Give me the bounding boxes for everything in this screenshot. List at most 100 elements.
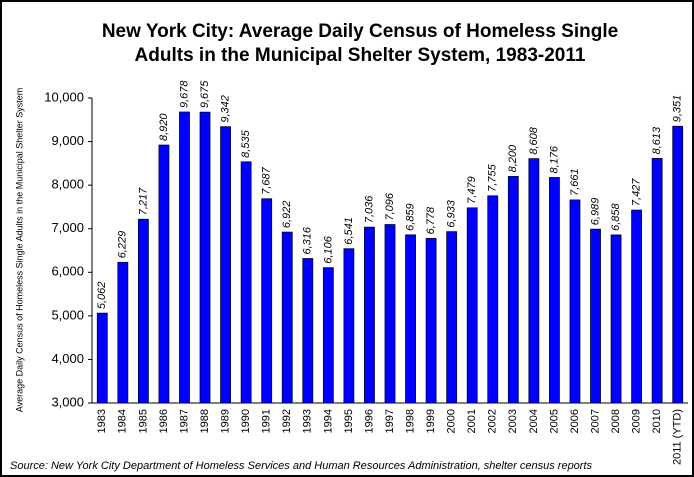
bar (549, 177, 560, 404)
bar (528, 158, 540, 404)
x-tick-label: 1988 (199, 409, 211, 433)
x-tick-label: 2005 (548, 409, 560, 433)
bar (446, 231, 458, 404)
bar (261, 198, 273, 404)
value-label: 7,755 (487, 163, 499, 191)
bar (137, 218, 149, 404)
bar (117, 261, 129, 404)
bar (322, 267, 334, 404)
bar (364, 226, 375, 404)
x-tick-label: 2011 (YTD) (672, 409, 684, 465)
x-tick-label: 1991 (261, 409, 273, 433)
value-label: 8,613 (651, 126, 663, 154)
bar (405, 234, 416, 404)
bar (569, 199, 581, 404)
bar (199, 111, 211, 404)
x-tick-label: 2007 (589, 409, 601, 433)
x-tick-label: 2006 (569, 409, 581, 433)
x-tick-label: 2001 (466, 409, 478, 433)
value-label: 8,608 (528, 126, 540, 154)
value-label: 9,342 (219, 95, 231, 123)
value-label: 7,661 (569, 168, 581, 196)
value-label: 6,859 (404, 203, 416, 231)
value-label: 8,200 (507, 144, 519, 172)
bar (281, 231, 293, 404)
x-tick-label: 1989 (219, 409, 231, 433)
x-tick-label: 2004 (528, 409, 540, 433)
y-tick-label: 7,000 (51, 220, 84, 235)
bar (179, 111, 190, 404)
value-label: 6,778 (425, 206, 437, 234)
value-label: 6,933 (446, 199, 458, 227)
x-tick-label: 1986 (158, 409, 170, 433)
bar (425, 237, 437, 404)
bar (158, 144, 170, 404)
value-label: 8,920 (158, 113, 170, 141)
value-label: 7,687 (261, 166, 273, 194)
bar (384, 224, 396, 404)
x-tick-label: 2009 (631, 409, 643, 433)
y-tick-label: 4,000 (51, 351, 84, 366)
value-label: 6,541 (343, 217, 355, 245)
value-label: 6,922 (281, 201, 293, 229)
x-tick-label: 2003 (507, 409, 519, 433)
value-label: 6,858 (610, 202, 622, 230)
x-tick-label: 1984 (117, 409, 129, 433)
value-label: 6,316 (302, 226, 314, 254)
x-tick-label: 2010 (651, 409, 663, 433)
chart-title: New York City: Average Daily Census of H… (102, 21, 618, 42)
x-tick-label: 1993 (302, 409, 314, 433)
value-label: 8,176 (548, 145, 560, 173)
value-label: 9,351 (672, 95, 684, 123)
value-label: 9,678 (178, 80, 190, 108)
y-tick-label: 3,000 (51, 394, 84, 409)
bar (302, 258, 314, 404)
x-tick-label: 1992 (281, 409, 293, 433)
x-tick-label: 1987 (178, 409, 190, 433)
value-label: 5,062 (96, 282, 108, 310)
y-tick-label: 5,000 (51, 307, 84, 322)
value-label: 6,229 (117, 231, 129, 259)
x-tick-label: 1983 (96, 409, 108, 433)
x-tick-label: 1994 (322, 409, 334, 433)
bar (343, 248, 355, 404)
y-tick-label: 9,000 (51, 133, 84, 148)
value-label: 6,106 (322, 235, 334, 263)
value-label: 7,427 (631, 178, 643, 206)
value-label: 7,096 (384, 192, 396, 220)
bar (651, 158, 663, 404)
x-tick-label: 2008 (610, 409, 622, 433)
value-label: 7,479 (466, 176, 478, 204)
x-tick-label: 1990 (240, 409, 252, 433)
value-label: 7,036 (363, 195, 375, 223)
value-label: 9,675 (199, 80, 211, 108)
x-tick-label: 2002 (487, 409, 499, 433)
x-tick-label: 1997 (384, 409, 396, 433)
bar (220, 126, 231, 404)
bar (631, 209, 643, 404)
y-tick-label: 10,000 (44, 89, 84, 104)
value-label: 8,535 (240, 129, 252, 157)
y-axis-label: Average Daily Census of Homeless Single … (14, 88, 24, 413)
bar (487, 195, 499, 404)
bar (466, 207, 478, 404)
value-label: 6,989 (589, 198, 601, 226)
x-tick-label: 2000 (446, 409, 458, 433)
chart-title: Adults in the Municipal Shelter System, … (135, 45, 586, 66)
source: Source: New York City Department of Home… (10, 460, 593, 472)
bar (590, 228, 601, 404)
y-tick-label: 8,000 (51, 177, 84, 192)
x-tick-label: 1998 (404, 409, 416, 433)
bar (672, 125, 684, 404)
y-tick-label: 6,000 (51, 264, 84, 279)
bar (507, 176, 519, 404)
x-tick-label: 1996 (363, 409, 375, 433)
value-label: 7,217 (137, 187, 149, 215)
x-tick-label: 1995 (343, 409, 355, 433)
bar (96, 312, 108, 404)
bar (610, 234, 622, 404)
x-tick-label: 1985 (137, 409, 149, 433)
x-tick-label: 1999 (425, 409, 437, 433)
bar (240, 161, 252, 404)
